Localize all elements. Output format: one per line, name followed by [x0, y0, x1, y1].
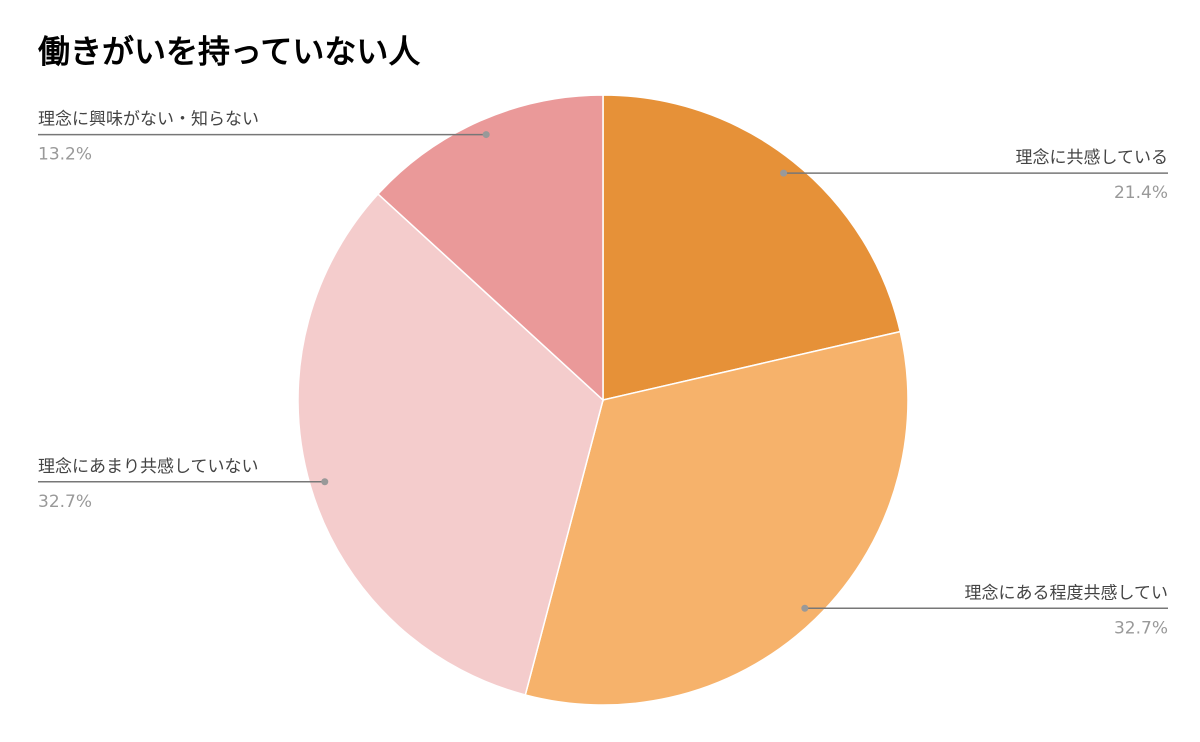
slice-label: 理念に興味がない・知らない — [38, 109, 259, 130]
leader-dot — [780, 169, 788, 177]
leader-dot — [482, 131, 490, 139]
slice-value: 32.7% — [38, 492, 92, 512]
pie-slice — [602, 94, 902, 401]
leader-dot — [321, 478, 329, 486]
slice-value: 32.7% — [1114, 618, 1168, 638]
slice-label: 理念にあまり共感していない — [38, 456, 259, 477]
leader-dot — [801, 604, 809, 612]
pie-slice — [376, 94, 604, 402]
slice-label: 理念に共感している — [1016, 147, 1169, 168]
pie-slice — [297, 192, 604, 696]
slice-value: 21.4% — [1114, 183, 1168, 203]
pie-slice — [524, 330, 909, 706]
slice-value: 13.2% — [38, 145, 92, 165]
chart-title: 働きがいを持っていない人 — [38, 33, 420, 71]
slice-label: 理念にある程度共感してい — [965, 582, 1169, 603]
